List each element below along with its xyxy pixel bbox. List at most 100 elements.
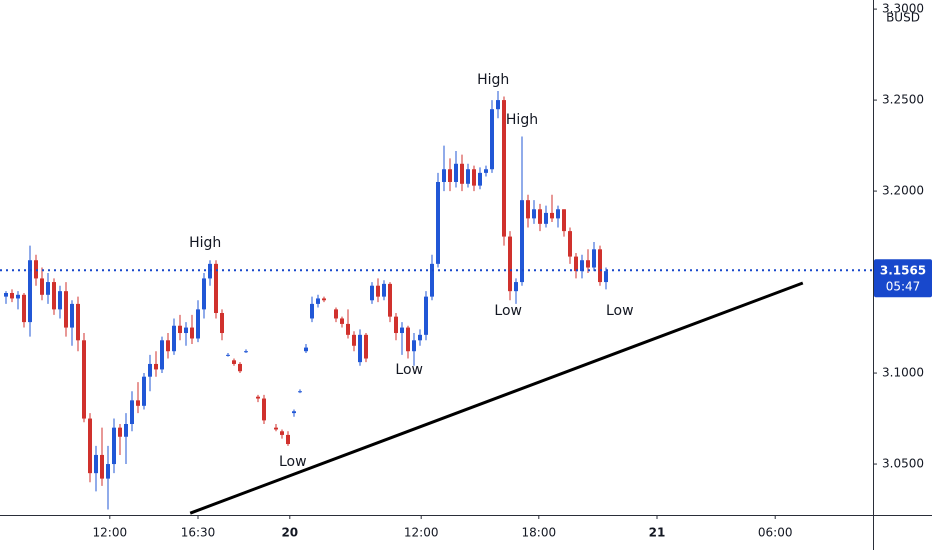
candle-body xyxy=(88,418,92,474)
annotation: High xyxy=(189,235,221,251)
candle-body xyxy=(262,398,266,421)
candle-body xyxy=(586,260,590,268)
candle-body xyxy=(310,303,314,319)
candle-body xyxy=(142,376,146,406)
candle-body xyxy=(514,282,518,292)
candle-body xyxy=(592,249,596,268)
candle-body xyxy=(76,303,80,341)
candle-body xyxy=(280,431,284,435)
candle-body xyxy=(436,181,440,264)
candle-body xyxy=(352,334,356,346)
candle-body xyxy=(376,285,380,297)
candle-body xyxy=(418,334,422,341)
candle-body xyxy=(100,454,104,479)
x-tick-label: 20 xyxy=(281,526,298,540)
candle-body xyxy=(550,212,554,219)
candle-body xyxy=(64,291,68,328)
candle-body xyxy=(286,434,290,445)
candle-body xyxy=(196,309,200,339)
candle-body xyxy=(256,396,260,399)
candle-body xyxy=(568,231,572,257)
candle-body xyxy=(166,340,170,352)
y-tick-label: 3.3000 xyxy=(882,2,924,16)
candle-body xyxy=(244,351,248,353)
current-price-box xyxy=(874,259,932,298)
candle-body xyxy=(466,169,470,184)
x-tick-label: 18:00 xyxy=(522,526,557,540)
candle-body xyxy=(430,263,434,297)
x-tick-label: 06:00 xyxy=(758,526,793,540)
y-tick-label: 3.1000 xyxy=(882,366,924,380)
x-tick-label: 16:30 xyxy=(181,526,216,540)
candle-body xyxy=(340,318,344,324)
currency-label: BUSD xyxy=(886,11,920,25)
candle-body xyxy=(220,313,224,334)
candle-body xyxy=(598,249,602,283)
candle-body xyxy=(400,327,404,334)
candle-body xyxy=(226,354,230,356)
candle-body xyxy=(556,209,560,219)
candle-body xyxy=(388,283,392,317)
candle-body xyxy=(346,323,350,335)
countdown-label: 05:47 xyxy=(886,280,921,294)
candle-body xyxy=(334,309,338,319)
candle-body xyxy=(322,298,326,301)
candle-body xyxy=(118,427,122,437)
candle-body xyxy=(364,334,368,359)
annotation: Low xyxy=(395,362,423,378)
x-tick-label: 12:00 xyxy=(93,526,128,540)
candle-body xyxy=(70,303,74,328)
candle-body xyxy=(382,283,386,297)
annotation: Low xyxy=(606,303,634,319)
candle-body xyxy=(496,100,500,110)
candle-body xyxy=(94,454,98,474)
candle-body xyxy=(106,464,110,479)
candle-body xyxy=(124,424,128,437)
candle-body xyxy=(4,292,8,297)
candle-body xyxy=(484,169,488,173)
candle-body xyxy=(82,340,86,419)
candle-body xyxy=(472,169,476,186)
candle-body xyxy=(562,209,566,232)
candle-body xyxy=(22,294,26,323)
candle-body xyxy=(532,209,536,219)
candle-body xyxy=(520,200,524,283)
candle-body xyxy=(202,278,206,310)
candle-body xyxy=(292,411,296,414)
candle-body xyxy=(574,256,578,272)
candle-body xyxy=(370,285,374,301)
candle-body xyxy=(358,334,362,363)
candle-body xyxy=(160,340,164,370)
y-tick-label: 3.2000 xyxy=(882,184,924,198)
candle-body xyxy=(394,316,398,334)
candle-body xyxy=(508,236,512,292)
annotation: High xyxy=(477,72,509,88)
candle-body xyxy=(274,427,278,430)
candle-body xyxy=(448,169,452,182)
candle-body xyxy=(460,163,464,184)
candle-body xyxy=(442,169,446,182)
candle-body xyxy=(526,200,530,219)
candle-body xyxy=(298,391,302,393)
candle-body xyxy=(136,400,140,406)
candle-body xyxy=(454,163,458,182)
candle-body xyxy=(178,325,182,334)
x-tick-label: 12:00 xyxy=(404,526,439,540)
candle-body xyxy=(172,325,176,352)
candle-body xyxy=(184,327,188,334)
candle-body xyxy=(238,363,242,372)
candle-body xyxy=(412,340,416,352)
candle-body xyxy=(58,291,62,310)
candle-body xyxy=(52,282,56,310)
candle-body xyxy=(40,278,44,295)
candle-body xyxy=(406,327,410,352)
candle-body xyxy=(544,212,548,224)
annotation: Low xyxy=(494,303,522,319)
candle-body xyxy=(304,347,308,352)
trend-line xyxy=(189,281,804,515)
candle-body xyxy=(232,360,236,364)
candle-body xyxy=(148,363,152,377)
candle-body xyxy=(580,260,584,272)
current-price-label: 3.1565 xyxy=(880,264,926,278)
